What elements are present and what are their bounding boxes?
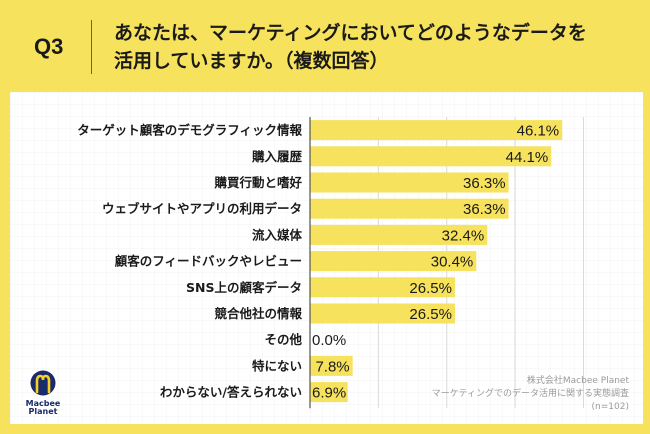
category-label: 特にない — [252, 358, 302, 373]
category-label: 購入履歴 — [251, 149, 303, 164]
category-label: 競合他社の情報 — [214, 306, 302, 321]
bar — [310, 120, 563, 141]
value-label: 6.9% — [312, 385, 346, 402]
macbee-planet-logo-icon — [30, 370, 56, 396]
bar — [310, 198, 509, 219]
source-survey: マーケティングでのデータ活用に関する実態調査 — [431, 389, 629, 399]
value-label: 36.3% — [463, 175, 506, 192]
bar-chart: ターゲット顧客のデモグラフィック情報 46.1% 購入履歴 44.1% 購買行動と嗜好 3… — [77, 117, 584, 409]
value-label: 36.3% — [463, 201, 506, 218]
company-logo: Macbee Planet — [18, 370, 68, 416]
question-title-line2: 活用していますか。（複数回答） — [114, 50, 389, 72]
category-label: ウェブサイトやアプリの利用データ — [102, 201, 302, 216]
value-label: 0.0% — [312, 332, 346, 349]
source-note: 株式会社Macbee Planet マーケティングでのデータ活用に関する実態調査… — [432, 375, 629, 414]
chart-panel: ターゲット顧客のデモグラフィック情報 46.1% 購入履歴 44.1% 購買行動と嗜好 3… — [10, 92, 643, 424]
value-label: 26.5% — [409, 280, 452, 297]
category-label: その他 — [264, 332, 302, 347]
source-sample: (n=102) — [591, 402, 629, 412]
value-label: 30.4% — [431, 254, 474, 271]
category-label: 顧客のフィードバックやレビュー — [115, 254, 302, 269]
value-label: 44.1% — [506, 149, 549, 166]
category-label: 購買行動と嗜好 — [213, 175, 302, 190]
value-label: 26.5% — [409, 306, 452, 323]
header-divider — [91, 20, 92, 74]
bar — [310, 382, 348, 403]
category-label: わからない/答えられない — [160, 385, 302, 400]
category-label: 流入媒体 — [252, 227, 303, 242]
question-title: あなたは、マーケティングにおいてどのようなデータを 活用していますか。（複数回答… — [114, 19, 634, 75]
category-label: ターゲット顧客のデモグラフィック情報 — [77, 123, 302, 138]
question-number: Q3 — [34, 34, 64, 59]
category-label: SNS上の顧客データ — [186, 280, 302, 295]
bar — [310, 224, 488, 245]
bar — [310, 172, 509, 193]
bar — [310, 303, 455, 324]
source-company: 株式会社Macbee Planet — [526, 376, 629, 386]
bar — [310, 277, 455, 298]
value-label: 46.1% — [517, 123, 560, 140]
logo-text-line2: Planet — [28, 407, 58, 416]
question-title-line1: あなたは、マーケティングにおいてどのようなデータを — [114, 22, 587, 44]
bar — [310, 251, 477, 272]
bar — [310, 146, 552, 167]
value-label: 7.8% — [315, 358, 349, 375]
value-label: 32.4% — [442, 227, 485, 244]
logo-text-line1: Macbee — [25, 399, 61, 408]
bar — [310, 355, 353, 376]
